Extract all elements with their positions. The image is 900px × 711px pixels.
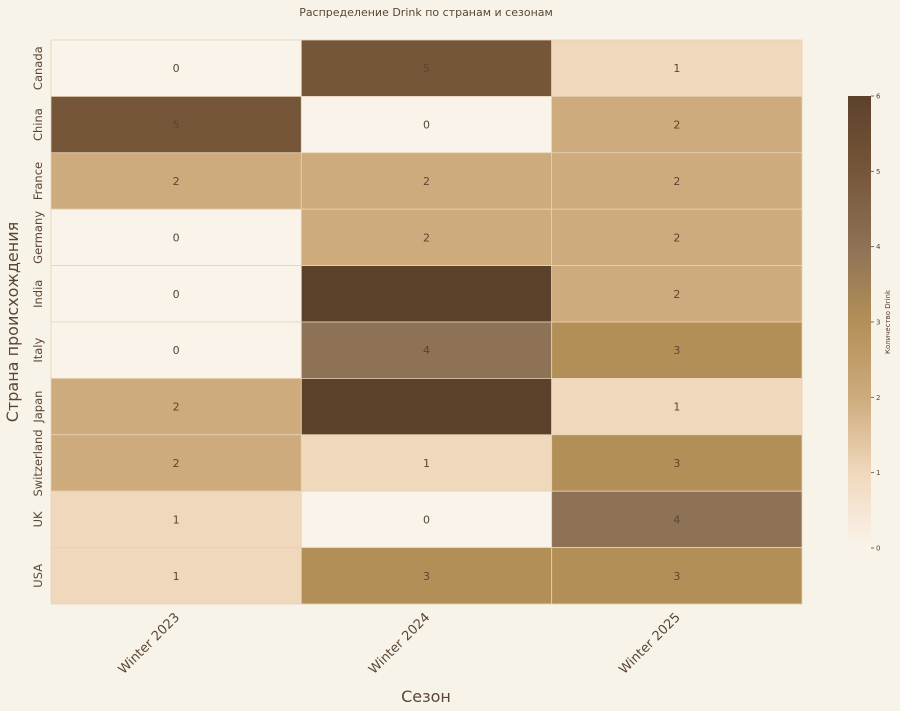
cell-value-label: 2 (673, 175, 680, 188)
y-tick-label: Japan (31, 391, 45, 424)
cell-value-label: 0 (173, 62, 180, 75)
y-tick-label: India (31, 280, 45, 308)
colorbar-tick-label: 0 (876, 545, 880, 553)
cell-value-label: 3 (673, 344, 680, 357)
cell-value-label: 1 (173, 570, 180, 583)
colorbar-gradient (848, 96, 871, 548)
cell-value-label: 0 (173, 231, 180, 244)
heatmap-cell (300, 39, 553, 97)
x-tick-label: Winter 2023 (116, 610, 183, 677)
cell-value-label: 2 (173, 401, 180, 414)
cell-value-label: 3 (673, 570, 680, 583)
heatmap-cell (551, 434, 803, 492)
colorbar-tick-label: 6 (876, 93, 881, 101)
y-tick-label: Germany (31, 211, 45, 264)
cell-value-label: 3 (423, 570, 430, 583)
colorbar-tick-label: 4 (876, 243, 881, 251)
heatmap-cell (50, 321, 302, 379)
heatmap-cell (300, 152, 553, 210)
cell-value-label: 0 (173, 288, 180, 301)
colorbar-tick-label: 3 (876, 319, 880, 327)
heatmap-cell (50, 490, 302, 549)
colorbar-tick-label: 2 (876, 394, 880, 402)
colorbar-tick-label: 5 (876, 168, 880, 176)
heatmap-cell (551, 321, 803, 379)
x-tick-labels: Winter 2023 Winter 2024 Winter 2025 (116, 610, 684, 677)
x-tick-label: Winter 2025 (616, 610, 683, 677)
heatmap-cell (50, 377, 302, 436)
cell-value-label: 2 (423, 231, 430, 244)
heatmap-cell (300, 265, 553, 323)
cell-value-label: 0 (423, 119, 430, 132)
heatmap-cell (300, 547, 553, 605)
heatmap-cell (50, 434, 302, 492)
y-tick-label: Italy (31, 338, 45, 363)
heatmap-cell (300, 96, 553, 154)
heatmap-cell (300, 377, 553, 436)
y-tick-label: France (31, 162, 45, 200)
y-axis-label: Страна происхождения (3, 222, 22, 422)
cell-value-label: 1 (673, 62, 680, 75)
heatmap-cell (551, 547, 803, 605)
cell-value-label: 5 (173, 119, 180, 132)
cell-value-label: 4 (423, 344, 430, 357)
y-tick-label: Canada (31, 46, 45, 90)
cell-value-label: 2 (673, 119, 680, 132)
y-tick-label: China (31, 108, 45, 141)
colorbar: 0 1 2 3 4 5 6 (848, 93, 881, 553)
cell-value-label: 4 (673, 513, 680, 526)
chart-title: Распределение Drink по странам и сезонам (299, 6, 553, 19)
heatmap-cell (50, 208, 302, 266)
y-tick-label: USA (31, 564, 45, 588)
cell-value-label: 2 (173, 457, 180, 470)
cell-value-label: 1 (673, 401, 680, 414)
colorbar-label: Количество Drink (884, 289, 892, 354)
heatmap-cell (551, 208, 803, 266)
cell-value-label: 2 (423, 175, 430, 188)
cell-value-label: 0 (173, 344, 180, 357)
x-axis-label: Сезон (401, 687, 451, 706)
heatmap-cell (50, 39, 302, 97)
y-tick-label: UK (31, 511, 45, 527)
heatmap-cell (551, 265, 803, 323)
cell-value-label: 5 (423, 62, 430, 75)
colorbar-tick-label: 1 (876, 469, 880, 477)
cell-value-label: 3 (673, 457, 680, 470)
heatmap-cell (50, 265, 302, 323)
heatmap-cells: 0 5 1 5 0 2 2 2 2 0 2 2 0 2 0 4 3 2 1 2 1 3 1 0 4 1 3 3 (50, 39, 803, 605)
cell-value-label: 1 (173, 513, 180, 526)
y-tick-label: Switzerland (31, 429, 45, 496)
heatmap-cell (300, 434, 553, 492)
heatmap-cell (551, 490, 803, 549)
y-tick-labels: Canada China France Germany India Italy Japan S… (31, 46, 45, 587)
cell-value-label: 1 (423, 457, 430, 470)
cell-value-label: 2 (173, 175, 180, 188)
x-tick-label: Winter 2024 (366, 610, 433, 677)
heatmap-cell (300, 321, 553, 379)
heatmap-cell (551, 39, 803, 97)
cell-value-label: 2 (673, 288, 680, 301)
heatmap-cell (551, 377, 803, 436)
cell-value-label: 2 (673, 231, 680, 244)
heatmap-cell (551, 96, 803, 154)
heatmap-cell (50, 96, 302, 154)
cell-value-label: 0 (423, 513, 430, 526)
